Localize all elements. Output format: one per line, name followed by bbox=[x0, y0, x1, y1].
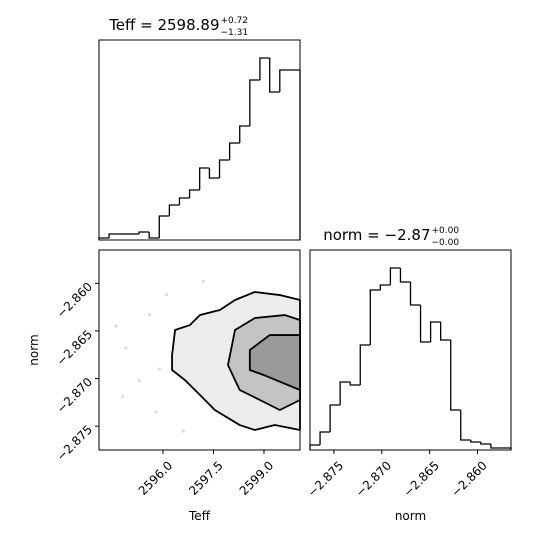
hist-bin bbox=[339, 381, 351, 405]
hist-bin bbox=[450, 340, 461, 411]
panel: −2.875 −2.870 −2.865 −2.860 norm norm = −2.87… bbox=[305, 226, 512, 523]
sample-point bbox=[148, 313, 152, 317]
x-tick-label: 2597.5 bbox=[186, 458, 226, 498]
hist-bin bbox=[269, 58, 280, 93]
x-tick-label: −2.860 bbox=[449, 458, 490, 499]
sample-point bbox=[154, 410, 158, 414]
hist-bin bbox=[259, 57, 270, 80]
hist-bin bbox=[218, 159, 230, 178]
x-tick-label: −2.865 bbox=[401, 458, 442, 499]
y-tick-label: −2.860 bbox=[54, 280, 95, 321]
panel-frame bbox=[98, 249, 301, 451]
hist-bin bbox=[138, 231, 150, 234]
hist-bin bbox=[329, 404, 341, 432]
hist-bin bbox=[239, 125, 250, 143]
hist-bin bbox=[419, 305, 431, 343]
x-tick-label: 2596.0 bbox=[136, 458, 176, 498]
hist-bin bbox=[349, 382, 361, 386]
title-minus: −0.00 bbox=[432, 238, 460, 248]
panel-frame bbox=[309, 249, 512, 451]
hist-bin bbox=[279, 69, 290, 92]
hist-bin bbox=[359, 344, 371, 385]
hist-bin bbox=[168, 204, 180, 216]
hist-bin bbox=[379, 284, 391, 290]
panel-frame bbox=[98, 39, 301, 241]
hist-bin bbox=[249, 79, 260, 126]
title-plus: +0.00 bbox=[432, 226, 460, 236]
y-tick-label: −2.875 bbox=[54, 422, 95, 463]
sample-point bbox=[201, 279, 205, 283]
y-tick-label: −2.865 bbox=[54, 327, 95, 368]
hist-bin bbox=[490, 444, 501, 449]
title-plus: +0.72 bbox=[221, 16, 249, 26]
hist-bin bbox=[470, 440, 481, 443]
hist-bin bbox=[429, 321, 441, 342]
panel-title: Teff = 2598.89 bbox=[108, 16, 219, 34]
hist-bin bbox=[188, 189, 200, 198]
sample-point bbox=[114, 324, 118, 328]
x-axis-label: Teff bbox=[188, 509, 211, 523]
sample-point bbox=[137, 378, 141, 382]
hist-bin bbox=[199, 167, 210, 190]
panel: Teff = 2598.89 +0.72 −1.31 bbox=[98, 16, 301, 241]
hist-bin bbox=[319, 431, 331, 445]
hist-bin bbox=[108, 233, 120, 238]
hist-bin bbox=[480, 442, 491, 445]
sample-point bbox=[181, 429, 185, 433]
x-axis-label: norm bbox=[395, 509, 426, 523]
sample-point bbox=[124, 346, 128, 350]
hist-bin bbox=[158, 215, 170, 238]
y-axis-label: norm bbox=[27, 334, 41, 365]
hist-bin bbox=[440, 322, 451, 341]
hist-bin bbox=[399, 268, 411, 283]
hist-bin bbox=[208, 168, 220, 179]
hist-bin bbox=[389, 267, 401, 285]
hist-bin bbox=[148, 232, 160, 239]
y-tick-label: −2.870 bbox=[54, 375, 95, 416]
hist-bin bbox=[309, 444, 321, 450]
hist-bin bbox=[228, 142, 240, 160]
hist-bin bbox=[460, 410, 471, 441]
sample-point bbox=[164, 293, 168, 297]
hist-bin bbox=[178, 197, 190, 205]
sample-point bbox=[158, 367, 162, 371]
x-tick-label: −2.870 bbox=[353, 458, 394, 499]
hist-bin bbox=[409, 282, 421, 306]
title-minus: −1.31 bbox=[221, 28, 249, 38]
panel: 2596.0 2597.5 2599.0 −2.860 −2.865 −2.870 −2.8… bbox=[27, 249, 301, 523]
x-tick-label: −2.875 bbox=[305, 458, 346, 499]
x-tick-label: 2599.0 bbox=[237, 458, 277, 498]
panel-title: norm = −2.87 bbox=[323, 226, 430, 244]
sample-point bbox=[121, 395, 125, 399]
hist-bin bbox=[289, 69, 301, 240]
hist-bin bbox=[369, 289, 381, 345]
